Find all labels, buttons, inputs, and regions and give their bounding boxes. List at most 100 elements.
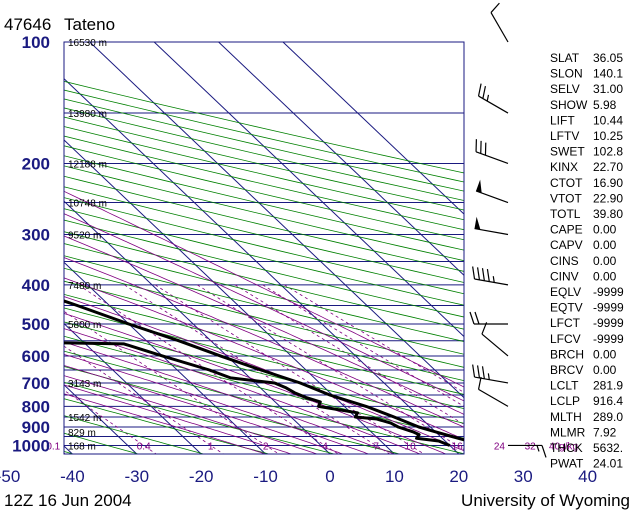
mixing-ratio-line <box>64 345 224 454</box>
height-label: 5800 m <box>68 320 101 331</box>
wind-barb-staff <box>478 388 509 407</box>
dry-adiabat-line <box>64 267 464 368</box>
temperature-tick-label: -20 <box>189 467 214 486</box>
index-value: -9999 <box>593 301 624 315</box>
wind-barb-staff <box>474 228 509 236</box>
index-label: LFCV <box>550 332 581 346</box>
wind-barb-flag <box>476 267 481 280</box>
moist-adiabat-line <box>64 328 421 454</box>
moist-adiabat-line <box>64 296 464 452</box>
index-value: 0.00 <box>593 269 617 283</box>
index-label: CINS <box>550 254 579 268</box>
wind-barb-flag <box>490 2 500 13</box>
wind-barb-flag <box>482 86 487 99</box>
pressure-tick-label: 800 <box>22 397 50 416</box>
height-label: 10748 m <box>68 199 107 210</box>
index-value: 102.8 <box>593 145 623 159</box>
moist-adiabat-line <box>64 375 318 454</box>
temperature-profile-line <box>64 299 464 442</box>
index-value: 0.00 <box>593 223 617 237</box>
moist-adiabat-line <box>64 190 464 388</box>
moist-adiabat-line <box>64 213 464 402</box>
dry-adiabat-line <box>64 335 464 439</box>
index-label: LCLT <box>550 379 579 393</box>
wind-barb-staff <box>481 333 509 357</box>
wind-barb-flag <box>474 311 480 325</box>
index-value: 39.80 <box>593 207 623 221</box>
moist-adiabat-line <box>64 393 266 454</box>
isotherm-line <box>64 78 460 454</box>
wind-barb-flag <box>481 268 485 281</box>
wind-barb-flag <box>481 322 488 335</box>
sounding-profiles <box>64 299 464 447</box>
pressure-tick-label: 300 <box>22 225 50 244</box>
height-label: 7480 m <box>68 281 101 292</box>
isotherm-line <box>64 139 395 454</box>
mixing-ratio-label: 40 <box>549 441 561 452</box>
isotherm-line <box>153 42 464 338</box>
dry-adiabat-line <box>64 197 464 295</box>
dry-adiabat-line <box>64 116 464 211</box>
data-source: University of Wyoming <box>461 491 630 510</box>
index-label: CINV <box>550 269 579 283</box>
height-labels: 16530 m 13980 m 12188 m 10748 m 9520 m 7480 m… <box>68 38 107 452</box>
index-value: 281.9 <box>593 379 623 393</box>
mixing-ratio-label: 7 <box>373 441 379 452</box>
wind-barb-half-flag <box>536 445 540 452</box>
station-id: 47646 <box>4 15 51 34</box>
pressure-tick-label: 400 <box>22 276 50 295</box>
wind-barb-half-flag <box>492 276 495 283</box>
wind-barb-staff <box>475 190 509 204</box>
isotherm-line <box>0 42 8 454</box>
dry-adiabat-line <box>64 321 464 424</box>
moist-adiabat-line <box>64 384 292 454</box>
mixing-ratio-label: 0.1 <box>46 441 60 452</box>
isotherm-line <box>218 42 464 276</box>
index-label: LFCT <box>550 316 581 330</box>
wind-barb-staff <box>490 12 509 43</box>
moist-adiabat-line <box>64 277 464 440</box>
dry-adiabat-line <box>64 155 464 251</box>
index-label: MLMR <box>550 425 586 439</box>
moist-adiabat-line <box>64 365 344 454</box>
wind-barb-staff <box>474 278 509 286</box>
temperature-tick-label: -10 <box>253 467 278 486</box>
wind-barbs <box>469 2 547 458</box>
index-label: CAPV <box>550 238 583 252</box>
wind-barb-flag <box>476 365 481 379</box>
index-value: 22.90 <box>593 191 623 205</box>
mixing-ratio-label: 0.4 <box>137 441 151 452</box>
mixing-ratio-label: g/kg <box>559 441 578 452</box>
index-label: TOTL <box>550 207 581 221</box>
pressure-tick-label: 1000 <box>12 436 50 455</box>
mixing-ratio-label: 1 <box>208 441 214 452</box>
index-label: LFTV <box>550 129 579 143</box>
index-label: KINX <box>550 160 578 174</box>
index-value: 16.90 <box>593 176 623 190</box>
mixing-ratio-label: 2 <box>263 441 269 452</box>
dry-adiabat-line <box>64 307 464 410</box>
dry-adiabat-line <box>64 126 464 221</box>
index-label: LIFT <box>550 113 575 127</box>
index-value: 0.00 <box>593 238 617 252</box>
wind-barb-flag <box>486 269 490 282</box>
pressure-tick-label: 500 <box>22 315 50 334</box>
mixing-ratio-line <box>64 310 280 454</box>
wind-barb-flag <box>541 445 547 458</box>
temperature-tick-label: -40 <box>60 467 85 486</box>
moist-adiabat-line <box>64 235 464 415</box>
index-value: 36.05 <box>593 51 623 65</box>
dry-adiabat-line <box>64 255 464 355</box>
wind-barb-pennant <box>476 179 482 193</box>
index-value: 0.00 <box>593 254 617 268</box>
dry-adiabat-line <box>64 293 464 395</box>
wind-barb-staff <box>474 376 509 384</box>
dewpoint-profile-line <box>64 341 451 447</box>
isotherm-line <box>282 42 464 215</box>
isotherm-line <box>89 42 464 399</box>
mixing-ratio-label: 10 <box>405 441 417 452</box>
dry-adiabat-line <box>64 145 464 241</box>
height-label: 13980 m <box>68 109 107 120</box>
dry-adiabat-line <box>64 280 464 382</box>
index-value: 5.98 <box>593 98 617 112</box>
